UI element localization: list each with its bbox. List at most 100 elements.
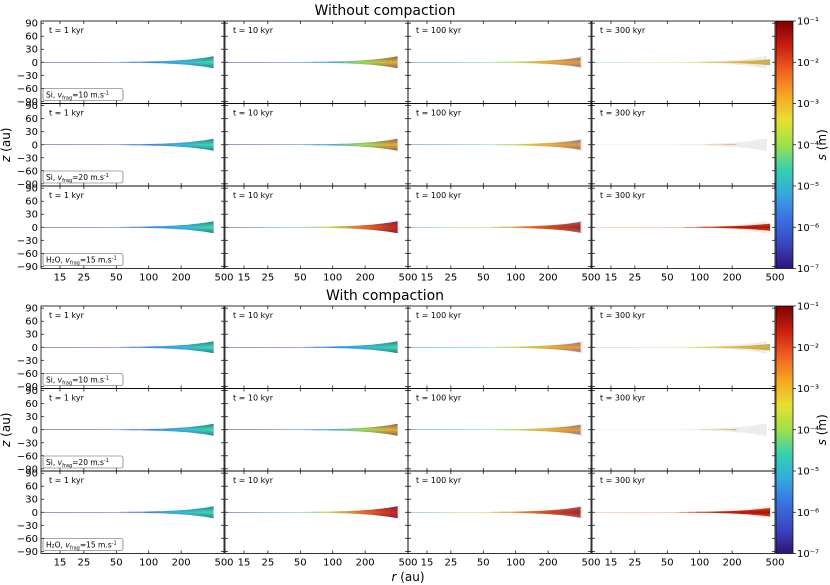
- disk-edge-shading: [408, 57, 581, 68]
- colorbar-tick-label: 10⁻⁴: [797, 425, 819, 436]
- y-tick-label: −90: [17, 464, 38, 475]
- section-title-with-compaction: With compaction: [325, 288, 445, 304]
- row-label: H₂O, vfrag=15 m.s-1: [46, 541, 117, 552]
- panel-1-0-1: [225, 341, 398, 354]
- y-tick-label: −30: [17, 71, 38, 82]
- x-tick-label: 25: [261, 273, 274, 284]
- panel-0-0-2: [408, 55, 583, 69]
- y-tick-label: 0: [32, 343, 38, 354]
- y-tick-label: 0: [32, 58, 38, 69]
- panel-time-label: t = 10 kyr: [233, 26, 274, 35]
- row-label-box: [42, 455, 124, 469]
- row-label: Si, vfrag=10 m.s-1: [46, 91, 109, 102]
- x-tick-label: 50: [110, 558, 123, 569]
- row-label-value: =15 m.s: [80, 256, 112, 265]
- panel-time-label: t = 1 kyr: [49, 311, 85, 320]
- y-tick-label: −90: [17, 262, 38, 273]
- x-tick-label: 500: [214, 558, 233, 569]
- disk-edge-shading: [225, 56, 398, 69]
- x-tick-label: 500: [581, 273, 600, 284]
- x-tick-label: 200: [539, 273, 558, 284]
- x-tick-label: 25: [77, 558, 90, 569]
- disk-edge-shading: [408, 221, 581, 233]
- panel-time-label: t = 10 kyr: [233, 191, 274, 200]
- x-axis-unit: (au): [396, 570, 424, 584]
- x-tick-label: 25: [77, 273, 90, 284]
- x-tick-label: 100: [506, 558, 525, 569]
- row-label-v: v: [65, 541, 70, 550]
- row-label-frag: frag: [62, 463, 72, 469]
- panel-time-label: t = 1 kyr: [49, 109, 85, 118]
- x-tick-label: 15: [421, 273, 434, 284]
- panel-1-1-1: [225, 423, 398, 436]
- x-tick-label: 50: [477, 558, 490, 569]
- y-tick-label: 60: [25, 399, 38, 410]
- row-label-material: Si,: [46, 173, 58, 182]
- y-tick-label: −30: [17, 236, 38, 247]
- colorbar: [775, 305, 794, 554]
- row-label-v: v: [58, 376, 63, 385]
- panel-time-label: t = 1 kyr: [49, 191, 85, 200]
- y-tick-label: −90: [17, 382, 38, 393]
- x-tick-label: 15: [421, 558, 434, 569]
- row-label-exp: -1: [104, 458, 109, 464]
- row-label-value: =10 m.s: [72, 91, 104, 100]
- panel-1-0-3: [592, 340, 771, 354]
- row-label-exp: -1: [112, 256, 117, 262]
- panel-time-label: t = 100 kyr: [416, 394, 462, 403]
- disk-edge-shading: [592, 507, 771, 517]
- panel-0-2-2: [408, 220, 583, 234]
- row-label-material: Si,: [46, 91, 58, 100]
- x-tick-label: 100: [690, 273, 709, 284]
- colorbar-tick-label: 10⁻⁷: [797, 549, 819, 560]
- panel-time-label: t = 10 kyr: [233, 394, 274, 403]
- colorbar: [775, 20, 794, 269]
- y-tick-label: 0: [32, 508, 38, 519]
- y-tick-label: 60: [25, 197, 38, 208]
- disk-edge-shading: [592, 59, 771, 66]
- row-label: Si, vfrag=20 m.s-1: [46, 173, 109, 184]
- colorbar-tick-label: 10⁻¹: [797, 302, 819, 313]
- panel-time-label: t = 1 kyr: [49, 394, 85, 403]
- y-tick-label: −90: [17, 547, 38, 558]
- x-tick-label: 50: [477, 273, 490, 284]
- x-tick-label: 500: [398, 558, 417, 569]
- y-tick-label: 60: [25, 317, 38, 328]
- x-tick-label: 50: [661, 273, 674, 284]
- disk-edge-shading: [41, 423, 214, 436]
- colorbar-tick-label: 10⁻⁴: [797, 140, 819, 151]
- x-tick-label: 100: [323, 273, 342, 284]
- y-axis-unit: (au): [0, 128, 13, 156]
- panel-1-2-3: [592, 505, 771, 519]
- x-tick-label: 25: [444, 273, 457, 284]
- x-tick-label: 200: [172, 273, 191, 284]
- y-tick-label: 30: [25, 45, 38, 56]
- row-label-value: =20 m.s: [72, 173, 104, 182]
- panel-0-1-3: [592, 138, 767, 152]
- y-tick-label: −60: [17, 451, 38, 462]
- x-tick-label: 100: [323, 558, 342, 569]
- x-tick-label: 15: [238, 273, 251, 284]
- x-tick-label: 50: [294, 273, 307, 284]
- panel-time-label: t = 10 kyr: [233, 109, 274, 118]
- panel-time-label: t = 300 kyr: [600, 394, 646, 403]
- y-tick-label: 90: [25, 304, 38, 315]
- x-tick-label: 15: [605, 273, 618, 284]
- panel-1-2-0: [41, 506, 214, 519]
- row-label-material: Si,: [46, 458, 58, 467]
- panel-0-0-1: [225, 56, 398, 69]
- section-title-without-compaction: Without compaction: [314, 3, 456, 19]
- row-label-box: [42, 538, 124, 551]
- row-label-box: [42, 88, 124, 101]
- y-tick-label: 30: [25, 210, 38, 221]
- y-tick-label: 0: [32, 425, 38, 436]
- colorbar-tick-label: 10⁻⁵: [797, 182, 819, 193]
- disk-edge-shading: [408, 139, 581, 150]
- disk-edge-shading: [41, 506, 214, 519]
- disk-edge-shading: [408, 342, 581, 353]
- disk-edge-shading: [592, 429, 737, 431]
- disk-edge-shading: [41, 341, 214, 354]
- x-tick-label: 50: [661, 558, 674, 569]
- row-label-value: =10 m.s: [72, 376, 104, 385]
- panel-time-label: t = 300 kyr: [600, 26, 646, 35]
